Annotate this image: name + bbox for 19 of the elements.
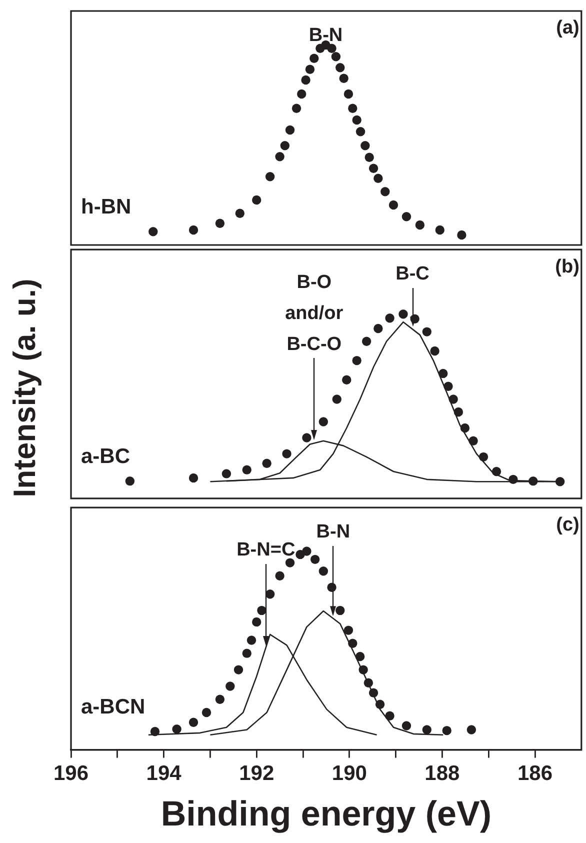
series-label: a-BCN bbox=[81, 696, 146, 719]
series-label: a-BC bbox=[81, 445, 130, 468]
annotation: B-N bbox=[308, 25, 343, 46]
x-tick-label: 190 bbox=[332, 762, 367, 786]
x-tick-label: 188 bbox=[424, 762, 460, 786]
annotation: B-N bbox=[316, 522, 350, 543]
x-tick-label: 196 bbox=[53, 762, 89, 786]
annotation: B-N=C bbox=[236, 540, 296, 561]
annotation: B-C bbox=[396, 264, 430, 285]
series-label: h-BN bbox=[81, 196, 132, 219]
annotation: B-O and/or B-C-O bbox=[285, 272, 344, 356]
x-tick-label: 192 bbox=[239, 762, 274, 786]
x-axis-title: Binding energy (eV) bbox=[160, 794, 492, 834]
text: (b) bbox=[555, 256, 580, 278]
x-tick-label: 194 bbox=[146, 762, 182, 786]
text: (a) bbox=[556, 18, 580, 39]
text: (c) bbox=[556, 514, 580, 536]
x-tick-label: 186 bbox=[517, 762, 553, 786]
y-axis-title: Intensity (a. u.) bbox=[7, 278, 43, 500]
